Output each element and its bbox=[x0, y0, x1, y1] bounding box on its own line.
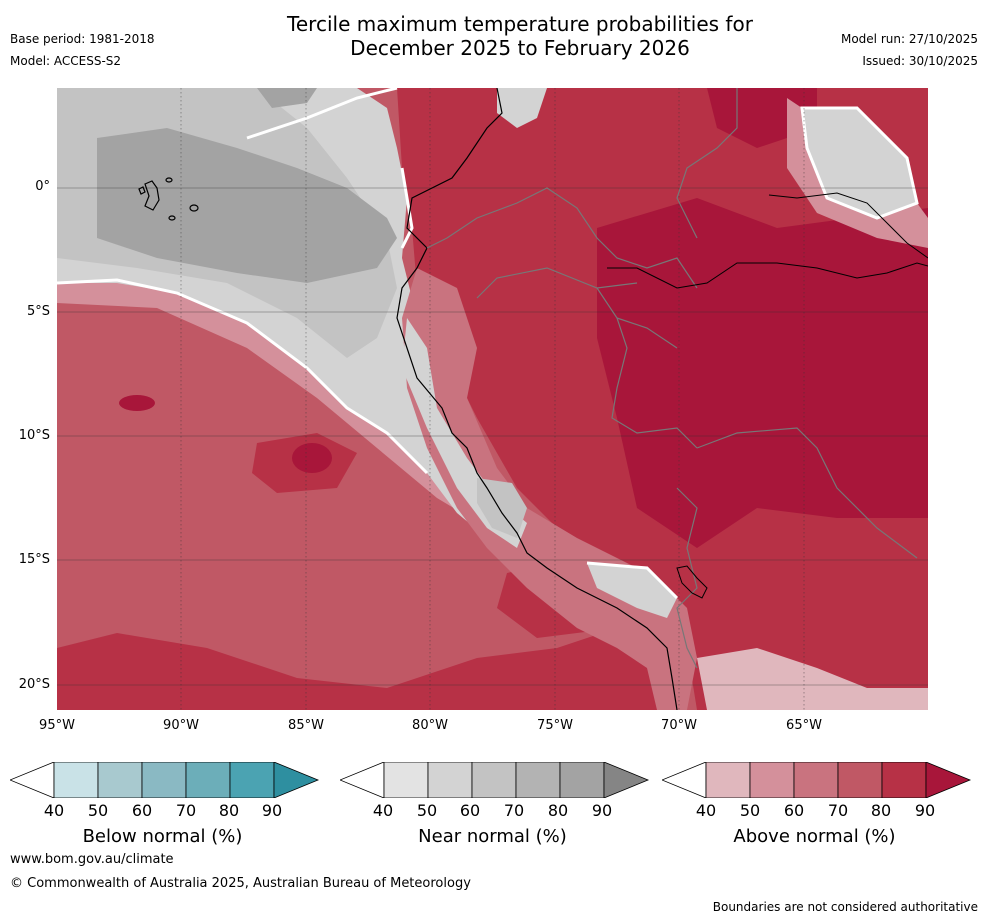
near-normal-label: Near normal (%) bbox=[418, 826, 567, 847]
near-tick-90: 90 bbox=[591, 801, 613, 820]
probability-map bbox=[57, 88, 928, 710]
below-tick-90: 90 bbox=[261, 801, 283, 820]
colorbar-near-normal bbox=[338, 761, 650, 802]
title-line-2: December 2025 to February 2026 bbox=[350, 36, 690, 60]
near-normal-northeast-patch bbox=[802, 108, 917, 218]
contour-40-line bbox=[57, 278, 429, 475]
page-title: Tercile maximum temperature probabilitie… bbox=[0, 12, 988, 60]
colorbar-swatch bbox=[749, 761, 795, 799]
metadata-left: Base period: 1981-2018 Model: ACCESS-S2 bbox=[10, 28, 155, 72]
colorbar-swatch bbox=[793, 761, 839, 799]
disclaimer-text: Boundaries are not considered authoritat… bbox=[712, 900, 978, 914]
colorbar-swatch bbox=[559, 761, 605, 799]
title-line-1: Tercile maximum temperature probabilitie… bbox=[287, 12, 753, 36]
ocean-above-90-patch-2 bbox=[292, 443, 332, 473]
near-tick-40: 40 bbox=[372, 801, 394, 820]
colorbar-above-normal bbox=[660, 761, 972, 802]
contour-40-line-north bbox=[246, 88, 398, 140]
colorbar-swatch bbox=[97, 761, 143, 799]
copyright-text: © Commonwealth of Australia 2025, Austra… bbox=[10, 876, 471, 891]
above-tick-70: 70 bbox=[827, 801, 849, 820]
colorbar-near-normal-swatches bbox=[338, 761, 650, 799]
near-normal-80-region bbox=[97, 128, 397, 283]
y-tick-15s: 15°S bbox=[18, 552, 50, 567]
colorbar-below-normal-swatches bbox=[8, 761, 320, 799]
above-50-northeast-ring bbox=[787, 98, 928, 248]
below-tick-40: 40 bbox=[43, 801, 65, 820]
above-tick-90: 90 bbox=[914, 801, 936, 820]
y-tick-0: 0° bbox=[35, 179, 50, 194]
colorbar-swatch bbox=[427, 761, 473, 799]
amazon-river bbox=[607, 262, 928, 289]
colorbar-extend-high bbox=[603, 761, 650, 799]
near-tick-70: 70 bbox=[503, 801, 525, 820]
colorbar-extend-low bbox=[8, 761, 55, 799]
above-tick-40: 40 bbox=[695, 801, 717, 820]
colorbar-swatch bbox=[471, 761, 517, 799]
colorbar-swatch bbox=[141, 761, 187, 799]
model-text: Model: ACCESS-S2 bbox=[10, 54, 122, 68]
contour-40-line-northeast bbox=[800, 106, 919, 220]
below-tick-60: 60 bbox=[131, 801, 153, 820]
above-tick-60: 60 bbox=[783, 801, 805, 820]
country-borders bbox=[426, 88, 918, 669]
contour-40-line-south bbox=[586, 561, 679, 600]
colorbar-swatch bbox=[185, 761, 231, 799]
colorbar-swatch bbox=[705, 761, 751, 799]
model-run-text: Model run: 27/10/2025 bbox=[840, 32, 978, 46]
x-tick-80w: 80°W bbox=[412, 718, 448, 733]
lake-titicaca bbox=[676, 565, 708, 599]
colorbar-swatch bbox=[837, 761, 883, 799]
colorbar-swatch bbox=[881, 761, 927, 799]
below-normal-label: Below normal (%) bbox=[82, 826, 243, 847]
coastline bbox=[396, 88, 678, 710]
above-tick-80: 80 bbox=[870, 801, 892, 820]
ocean-above-80-region bbox=[57, 628, 677, 710]
below-tick-70: 70 bbox=[175, 801, 197, 820]
colorbar-extend-high bbox=[925, 761, 972, 799]
above-tick-50: 50 bbox=[739, 801, 761, 820]
colorbar-swatch bbox=[53, 761, 99, 799]
x-tick-65w: 65°W bbox=[786, 718, 822, 733]
x-tick-75w: 75°W bbox=[537, 718, 573, 733]
colorbar-swatch bbox=[515, 761, 561, 799]
near-tick-80: 80 bbox=[547, 801, 569, 820]
below-tick-80: 80 bbox=[218, 801, 240, 820]
colorbar-extend-high bbox=[273, 761, 320, 799]
land-above-90-region bbox=[597, 198, 928, 548]
above-40-southern-patch bbox=[697, 648, 928, 710]
colorbar-below-normal bbox=[8, 761, 320, 802]
x-tick-70w: 70°W bbox=[661, 718, 697, 733]
near-normal-top-patch bbox=[257, 88, 317, 108]
below-tick-50: 50 bbox=[87, 801, 109, 820]
galapagos-islands bbox=[138, 177, 199, 221]
colorbar-above-normal-swatches bbox=[660, 761, 972, 799]
base-period-text: Base period: 1981-2018 bbox=[10, 32, 155, 46]
parallels bbox=[57, 187, 928, 686]
colorbar-swatch bbox=[383, 761, 429, 799]
northeast-coast bbox=[768, 192, 928, 259]
colorbar-extend-low bbox=[660, 761, 707, 799]
near-normal-north-patch bbox=[497, 88, 547, 128]
issued-text: Issued: 30/10/2025 bbox=[862, 54, 978, 68]
colorbar-swatch bbox=[229, 761, 275, 799]
y-tick-10s: 10°S bbox=[18, 428, 50, 443]
above-normal-label: Above normal (%) bbox=[733, 826, 896, 847]
website-link[interactable]: www.bom.gov.au/climate bbox=[10, 852, 174, 867]
x-tick-85w: 85°W bbox=[288, 718, 324, 733]
y-tick-20s: 20°S bbox=[18, 677, 50, 692]
x-tick-95w: 95°W bbox=[39, 718, 75, 733]
ocean-above-90-patch bbox=[119, 395, 155, 411]
near-tick-50: 50 bbox=[416, 801, 438, 820]
metadata-right: Model run: 27/10/2025 Issued: 30/10/2025 bbox=[841, 28, 978, 72]
colorbar-extend-low bbox=[338, 761, 385, 799]
x-tick-90w: 90°W bbox=[163, 718, 199, 733]
y-tick-5s: 5°S bbox=[26, 304, 50, 319]
near-tick-60: 60 bbox=[459, 801, 481, 820]
